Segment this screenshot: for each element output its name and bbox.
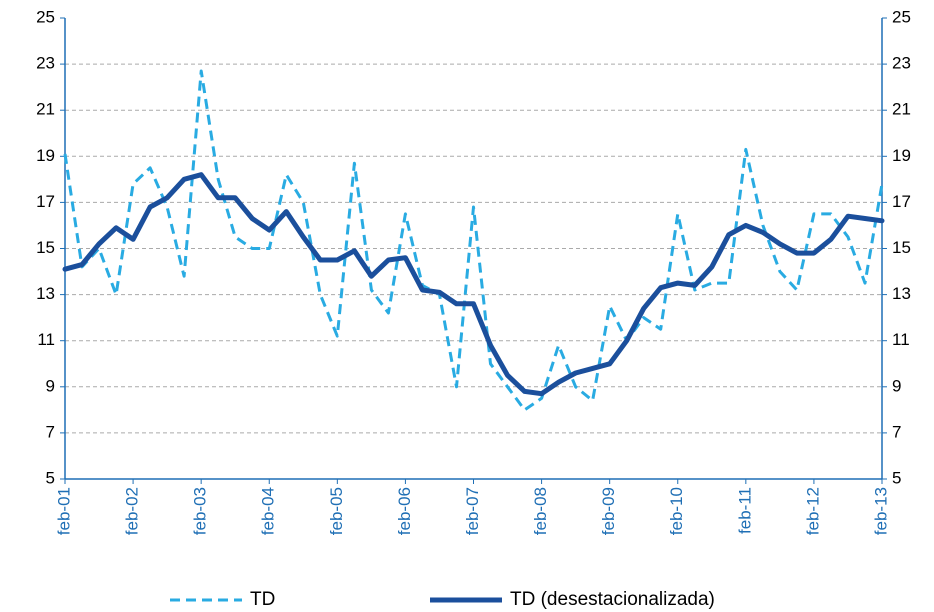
y2-tick-label: 19 — [892, 146, 911, 165]
y-tick-label: 21 — [36, 100, 55, 119]
y-tick-label: 15 — [36, 238, 55, 257]
y-tick-label: 9 — [46, 376, 55, 395]
y-tick-label: 5 — [46, 468, 55, 487]
x-tick-label: feb-03 — [191, 487, 210, 535]
legend-label: TD (desestacionalizada) — [510, 589, 715, 610]
y2-tick-label: 17 — [892, 192, 911, 211]
y2-tick-label: 7 — [892, 422, 901, 441]
y2-tick-label: 9 — [892, 376, 901, 395]
x-tick-label: feb-10 — [667, 487, 686, 535]
x-tick-label: feb-09 — [599, 487, 618, 535]
x-tick-label: feb-07 — [463, 487, 482, 535]
x-tick-label: feb-08 — [531, 487, 550, 535]
x-tick-label: feb-02 — [123, 487, 142, 535]
x-tick-label: feb-06 — [395, 487, 414, 535]
y2-tick-label: 13 — [892, 284, 911, 303]
y-tick-label: 25 — [36, 7, 55, 26]
x-tick-label: feb-05 — [327, 487, 346, 535]
x-tick-label: feb-11 — [735, 487, 754, 534]
y2-tick-label: 21 — [892, 100, 911, 119]
y2-tick-label: 5 — [892, 468, 901, 487]
x-tick-label: feb-12 — [803, 487, 822, 535]
y-tick-label: 11 — [37, 330, 55, 349]
y2-tick-label: 23 — [892, 54, 911, 73]
x-tick-label: feb-01 — [54, 487, 73, 535]
y-tick-label: 13 — [36, 284, 55, 303]
y2-tick-label: 15 — [892, 238, 911, 257]
series-line — [62, 172, 885, 397]
y2-tick-label: 11 — [892, 330, 910, 349]
x-tick-label: feb-13 — [871, 487, 890, 535]
y2-tick-label: 25 — [892, 7, 911, 26]
legend-label: TD — [250, 589, 275, 610]
y-tick-label: 23 — [36, 54, 55, 73]
y-tick-label: 19 — [36, 146, 55, 165]
x-tick-label: feb-04 — [259, 487, 278, 535]
y-tick-label: 7 — [46, 422, 55, 441]
y-tick-label: 17 — [36, 192, 55, 211]
series-line — [63, 69, 884, 412]
